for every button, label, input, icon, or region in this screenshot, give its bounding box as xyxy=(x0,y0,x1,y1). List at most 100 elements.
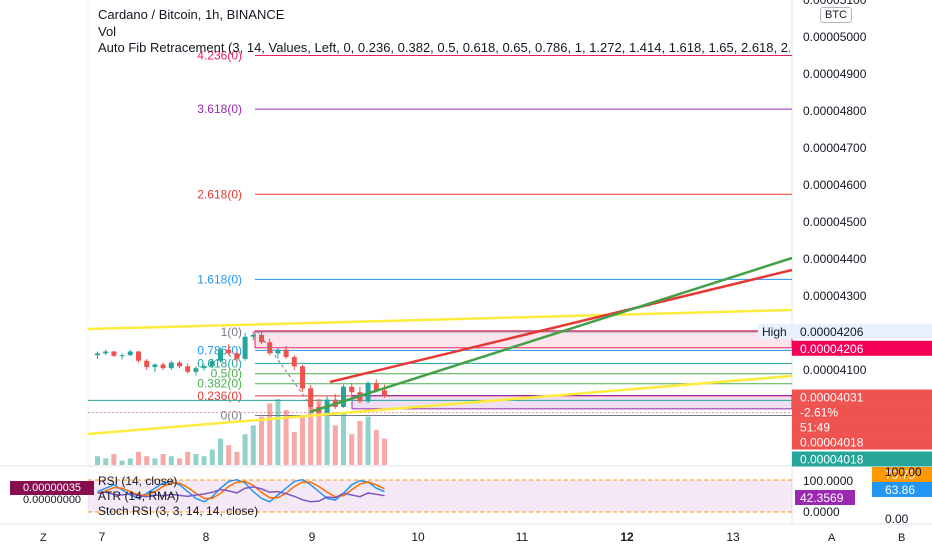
candle-body xyxy=(341,386,346,407)
price-tick-label: 0.00004700 xyxy=(803,141,867,155)
rsi-value-bg xyxy=(872,467,932,482)
fib-level-label: 3.618(0) xyxy=(197,102,242,116)
time-tick-label: 8 xyxy=(203,530,210,544)
candle-body xyxy=(267,342,273,354)
candle-body xyxy=(242,336,248,359)
candle-body xyxy=(209,360,215,367)
candle-body xyxy=(193,368,199,372)
change-percent-label-bg xyxy=(792,404,932,420)
price-tick-label: 0.00004500 xyxy=(803,215,867,229)
candle-body xyxy=(119,355,125,357)
rsi-indicator-label[interactable]: RSI (14, close) xyxy=(98,474,178,488)
stoch-value-label: 63.86 xyxy=(885,483,915,497)
atr-value-label: 42.3569 xyxy=(800,491,844,505)
candle-body xyxy=(201,366,207,369)
pink-price-label: 0.00004206 xyxy=(800,342,864,356)
fib-indicator-label[interactable]: Auto Fib Retracement (3, 14, Values, Lef… xyxy=(98,40,790,55)
volume-bar xyxy=(332,425,338,465)
candle-body xyxy=(373,382,379,391)
rsi-value-label: 79.75 xyxy=(885,468,915,482)
candle-body xyxy=(144,360,150,368)
upper-yellow-trendline xyxy=(87,308,793,331)
volume-bar xyxy=(193,454,199,465)
volume-bar xyxy=(209,449,215,465)
candle-body xyxy=(283,349,289,358)
red-level-label: 0.00004018 xyxy=(800,436,864,450)
pink-price-label-bg xyxy=(792,340,932,356)
fib-level-label: 0.618(0) xyxy=(197,356,242,370)
time-tick-label: 10 xyxy=(411,530,425,544)
candle-body xyxy=(291,357,297,367)
volume-bar xyxy=(185,451,191,465)
rsi-band xyxy=(88,480,792,512)
zoom-button[interactable]: Z xyxy=(40,532,47,544)
lower-yellow-trendline xyxy=(87,374,793,436)
volume-bar xyxy=(324,407,330,465)
high-price-label: 0.00004206 xyxy=(800,325,864,339)
price-tick-label: 0.00005000 xyxy=(803,30,867,44)
candle-body xyxy=(168,362,174,369)
candle-body xyxy=(103,351,109,354)
volume-bar xyxy=(341,412,346,465)
atr-indicator-label[interactable]: ATR (14, RMA) xyxy=(98,489,180,503)
price-tick-label: 0.00004400 xyxy=(803,252,867,266)
stoch-rsi-indicator-label[interactable]: Stoch RSI (3, 3, 14, 14, close) xyxy=(98,504,259,518)
candle-body xyxy=(95,353,100,356)
time-tick-label: 11 xyxy=(516,530,529,544)
candle-body xyxy=(250,334,256,337)
volume-bar xyxy=(283,410,289,465)
volume-bar xyxy=(127,458,133,465)
volume-bar xyxy=(373,429,379,465)
fib-level-label: 1.618(0) xyxy=(197,272,242,286)
vol-indicator-label[interactable]: Vol xyxy=(98,24,117,39)
currency-badge[interactable]: BTC xyxy=(820,7,852,23)
high-tag-label: High xyxy=(762,325,787,339)
price-tick-label: 0.00004300 xyxy=(803,289,867,303)
right-tick-low: 0.00 xyxy=(885,512,909,526)
volume-bar xyxy=(234,451,240,465)
volume-bar xyxy=(259,416,264,465)
volume-bar xyxy=(103,458,109,465)
symbol-title: Cardano / Bitcoin, 1h, BINANCE xyxy=(98,7,285,22)
stoch-left-value: 0.00000000 xyxy=(22,494,82,506)
price-tick-label: 0.00004800 xyxy=(803,104,867,118)
candle-body xyxy=(160,364,166,369)
red-level-label-bg xyxy=(792,434,932,450)
lower-pane-tick-low: 0.0000 xyxy=(803,505,840,519)
time-tick-label: 7 xyxy=(99,530,106,544)
fib-level-label: 4.236(0) xyxy=(197,49,242,63)
red-channel-line xyxy=(329,268,793,384)
fib-level-label: 0.236(0) xyxy=(197,389,242,403)
volume-bar xyxy=(226,445,232,465)
log-scale-button[interactable]: B xyxy=(898,532,906,544)
stoch-value-bg xyxy=(872,482,932,497)
volume-bar xyxy=(267,403,273,465)
time-tick-label: 9 xyxy=(309,530,316,544)
current-price-label: 0.00004031 xyxy=(800,391,864,405)
volume-bar xyxy=(201,456,207,465)
rsi-line xyxy=(97,486,385,503)
price-tick-label: 0.00004900 xyxy=(803,67,867,81)
high-tag-bg xyxy=(758,323,792,339)
green-level-label: 0.00004018 xyxy=(800,453,864,467)
volume-bar xyxy=(349,434,355,465)
green-level-label-bg xyxy=(792,451,932,467)
volume-bar xyxy=(218,438,223,465)
candle-body xyxy=(234,353,240,359)
auto-scale-button[interactable]: A xyxy=(828,532,836,544)
volume-bar xyxy=(144,456,150,465)
volume-bar xyxy=(95,456,100,465)
volume-bar xyxy=(365,416,371,465)
change-percent-label: -2.61% xyxy=(800,406,838,420)
volume-bar xyxy=(177,458,182,465)
resistance-zone xyxy=(254,330,793,349)
fib-level-label: 2.618(0) xyxy=(197,187,242,201)
candle-body xyxy=(308,388,314,407)
fib-level-label: 1(0) xyxy=(221,325,242,339)
time-tick-label: 12 xyxy=(620,530,634,544)
volume-bar xyxy=(111,454,117,465)
volume-bar xyxy=(250,425,256,465)
candle-body xyxy=(136,351,141,361)
volume-bar xyxy=(275,399,281,465)
